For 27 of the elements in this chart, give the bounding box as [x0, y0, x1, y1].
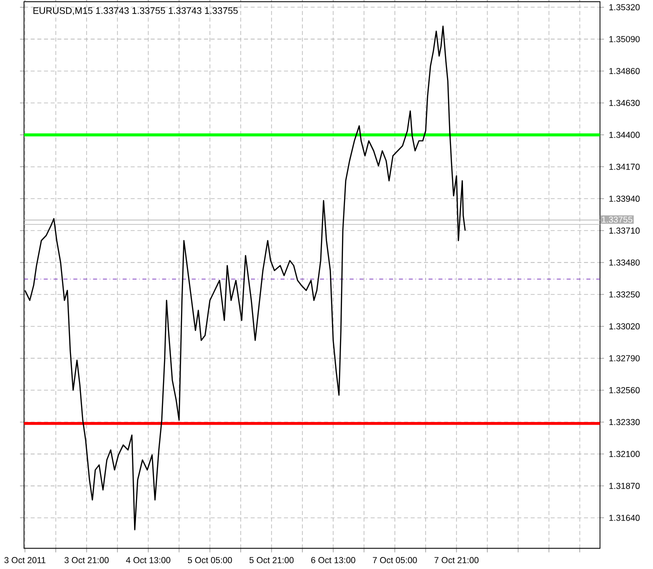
x-tick-label: 7 Oct 05:00 [372, 557, 417, 564]
x-tick-label: 5 Oct 21:00 [250, 557, 294, 564]
x-tick-label: 5 Oct 05:00 [188, 557, 232, 564]
x-tick-label: 4 Oct 13:00 [126, 557, 170, 564]
text: EURUSD,M15 1.33743 1.33755 1.33743 1.33755 [33, 7, 238, 16]
y-tick-label: 1.33480 [609, 259, 640, 266]
y-tick-label: 1.33710 [609, 228, 640, 234]
y-tick-label: 1.32330 [609, 419, 640, 426]
ref-line-label: 1.33755 [602, 216, 632, 223]
y-tick-label: 1.32100 [609, 450, 640, 458]
y-tick-label: 1.35320 [609, 4, 640, 10]
y-tick-label: 1.34400 [609, 132, 640, 138]
y-tick-label: 1.34860 [609, 68, 640, 74]
y-tick-label: 1.34170 [609, 164, 640, 170]
y-tick-label: 1.33250 [609, 291, 640, 298]
y-tick-label: 1.32790 [609, 355, 640, 362]
y-tick-label: 1.33020 [609, 323, 640, 330]
y-tick-label: 1.31640 [609, 514, 640, 521]
y-tick-label: 1.31870 [609, 482, 640, 489]
y-tick-label: 1.33940 [609, 196, 640, 202]
y-tick-label: 1.34630 [609, 100, 640, 106]
y-tick-label: 1.32560 [609, 387, 640, 394]
x-tick-label: 6 Oct 13:00 [311, 557, 356, 564]
x-tick-label: 3 Oct 2011 [4, 557, 46, 564]
x-tick-label: 7 Oct 21:00 [434, 557, 479, 564]
x-tick-label: 3 Oct 21:00 [64, 557, 109, 564]
y-tick-label: 1.35090 [609, 36, 640, 42]
